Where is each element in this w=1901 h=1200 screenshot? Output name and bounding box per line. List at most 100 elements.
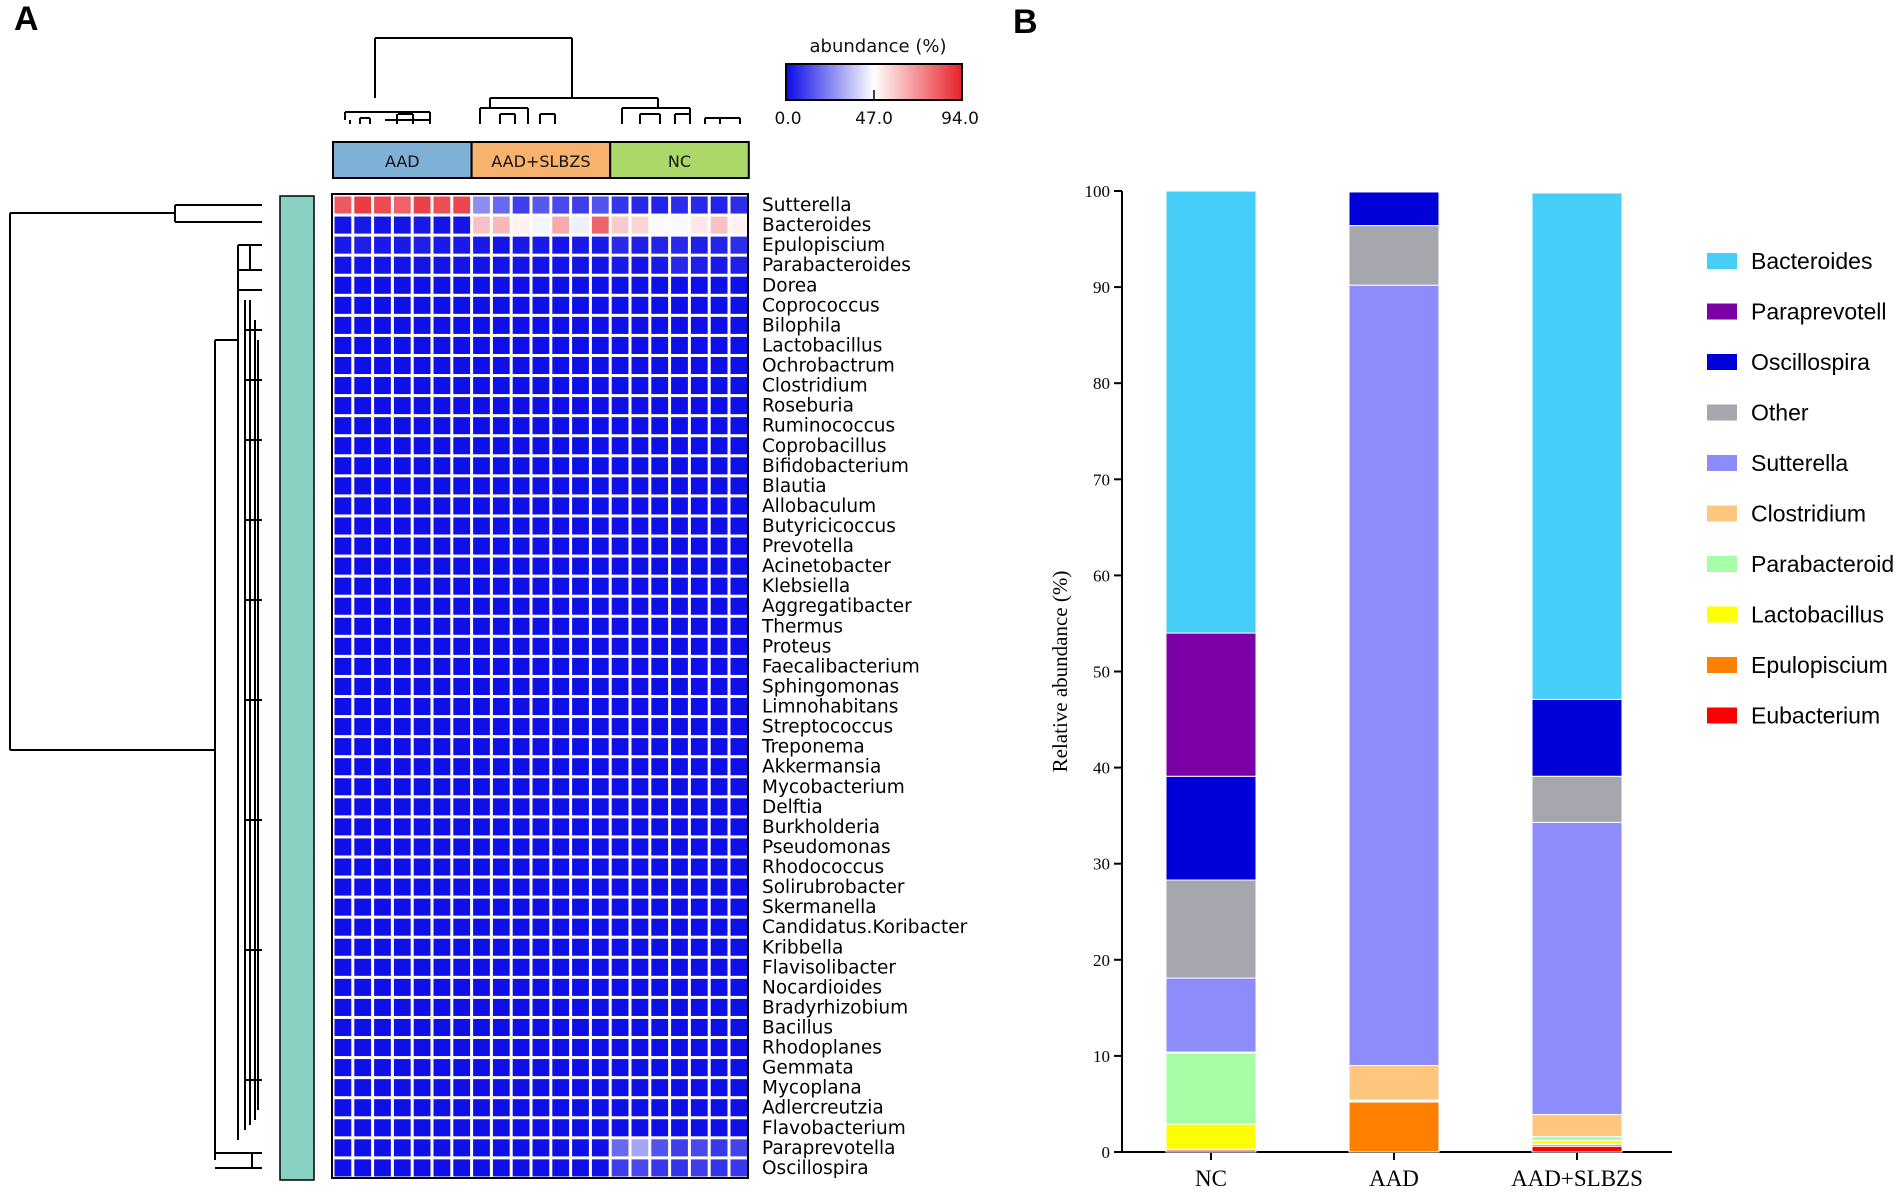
heatmap-cell bbox=[512, 417, 530, 435]
heatmap-cell bbox=[354, 1059, 372, 1077]
group-annotation-bar: AAD AAD+SLBZS NC bbox=[332, 141, 750, 179]
heatmap-cell bbox=[354, 397, 372, 415]
heatmap-cell bbox=[651, 236, 669, 254]
row-label: Oscillospira bbox=[762, 1158, 869, 1179]
heatmap-cell bbox=[393, 778, 411, 796]
heatmap-cell bbox=[730, 1059, 748, 1077]
heatmap-cell bbox=[572, 557, 589, 575]
heatmap-cell bbox=[354, 998, 372, 1016]
heatmap-cell bbox=[671, 677, 688, 695]
heatmap-cell bbox=[512, 597, 530, 615]
heatmap-cell bbox=[651, 1039, 669, 1057]
heatmap-cell bbox=[690, 958, 708, 976]
heatmap-cell bbox=[473, 637, 490, 655]
heatmap-cell bbox=[532, 738, 550, 756]
heatmap-cell bbox=[651, 196, 669, 214]
heatmap-cell bbox=[473, 958, 490, 976]
group-block-0 bbox=[332, 141, 473, 179]
heatmap-cell bbox=[433, 1159, 451, 1177]
heatmap-cell bbox=[413, 677, 431, 695]
heatmap-cell bbox=[631, 998, 649, 1016]
heatmap-cell bbox=[710, 276, 728, 294]
heatmap-cell bbox=[730, 1159, 748, 1177]
heatmap-cell bbox=[552, 778, 570, 796]
heatmap-cell bbox=[591, 276, 609, 294]
heatmap-cell bbox=[512, 878, 530, 896]
heatmap-cell bbox=[611, 377, 629, 395]
heatmap-cell bbox=[334, 196, 352, 214]
heatmap-cell bbox=[393, 1119, 411, 1137]
heatmap-cell bbox=[393, 517, 411, 535]
heatmap-cell bbox=[334, 256, 352, 274]
heatmap-cell bbox=[374, 276, 391, 294]
heatmap-cell bbox=[374, 617, 391, 635]
heatmap-cell bbox=[413, 798, 431, 816]
heatmap-cell bbox=[591, 397, 609, 415]
heatmap-cell bbox=[393, 276, 411, 294]
heatmap-cell bbox=[710, 858, 728, 876]
heatmap-cell bbox=[552, 377, 570, 395]
heatmap-cell bbox=[572, 1099, 589, 1117]
row-label: Coprococcus bbox=[762, 295, 880, 316]
x-tick-label: AAD+SLBZS bbox=[1511, 1166, 1643, 1191]
heatmap-cell bbox=[512, 216, 530, 234]
heatmap-cell bbox=[473, 1059, 490, 1077]
row-label: Blautia bbox=[762, 476, 827, 497]
heatmap-cell bbox=[492, 336, 510, 354]
heatmap-cell bbox=[591, 517, 609, 535]
heatmap-cell bbox=[651, 617, 669, 635]
heatmap-cell bbox=[473, 677, 490, 695]
heatmap-cell bbox=[512, 758, 530, 776]
heatmap-cell bbox=[710, 1099, 728, 1117]
heatmap-cell bbox=[393, 718, 411, 736]
heatmap-cell bbox=[512, 778, 530, 796]
heatmap-cell bbox=[453, 477, 471, 495]
heatmap-cell bbox=[710, 597, 728, 615]
heatmap-cell bbox=[512, 517, 530, 535]
heatmap-cell bbox=[413, 457, 431, 475]
heatmap-cell bbox=[433, 356, 451, 375]
heatmap-cell bbox=[552, 918, 570, 936]
x-axis: NC AAD AAD+SLBZS bbox=[1122, 1151, 1672, 1191]
y-tick-label: 90 bbox=[1093, 278, 1110, 297]
heatmap-cell bbox=[433, 677, 451, 695]
heatmap-cell bbox=[512, 316, 530, 334]
heatmap-cell bbox=[730, 677, 748, 695]
heatmap-cell bbox=[690, 497, 708, 515]
heatmap-cell bbox=[492, 858, 510, 876]
heatmap-cell bbox=[730, 778, 748, 796]
heatmap-cell bbox=[591, 316, 609, 334]
heatmap-cell bbox=[631, 1119, 649, 1137]
row-label: Clostridium bbox=[762, 376, 868, 397]
heatmap-cell bbox=[334, 437, 352, 455]
heatmap-cell bbox=[671, 477, 688, 495]
heatmap-cell bbox=[433, 898, 451, 916]
heatmap-cell bbox=[532, 698, 550, 716]
heatmap-cell bbox=[393, 316, 411, 334]
legend-swatch-parabacteroid bbox=[1707, 556, 1737, 572]
heatmap-cell bbox=[572, 477, 589, 495]
heatmap-cell bbox=[453, 898, 471, 916]
heatmap-cell bbox=[334, 718, 352, 736]
heatmap-cell bbox=[572, 417, 589, 435]
heatmap-cell bbox=[552, 698, 570, 716]
heatmap-cell bbox=[631, 818, 649, 836]
heatmap-cell bbox=[334, 978, 352, 996]
heatmap-cell bbox=[532, 577, 550, 595]
heatmap-cell bbox=[453, 818, 471, 836]
row-label: Bacteroides bbox=[762, 215, 871, 236]
row-dendrogram bbox=[9, 204, 262, 1169]
heatmap-cell bbox=[413, 517, 431, 535]
row-label: Ruminococcus bbox=[762, 416, 895, 437]
heatmap-cell bbox=[512, 397, 530, 415]
heatmap-cell bbox=[512, 236, 530, 254]
heatmap-cell bbox=[631, 1159, 649, 1177]
heatmap-cell bbox=[730, 377, 748, 395]
heatmap-cell bbox=[671, 356, 688, 375]
heatmap-cell bbox=[552, 838, 570, 856]
heatmap-cell bbox=[671, 316, 688, 334]
heatmap-cell bbox=[552, 236, 570, 254]
heatmap-cell bbox=[710, 336, 728, 354]
heatmap-cell bbox=[532, 978, 550, 996]
heatmap-cell bbox=[393, 457, 411, 475]
